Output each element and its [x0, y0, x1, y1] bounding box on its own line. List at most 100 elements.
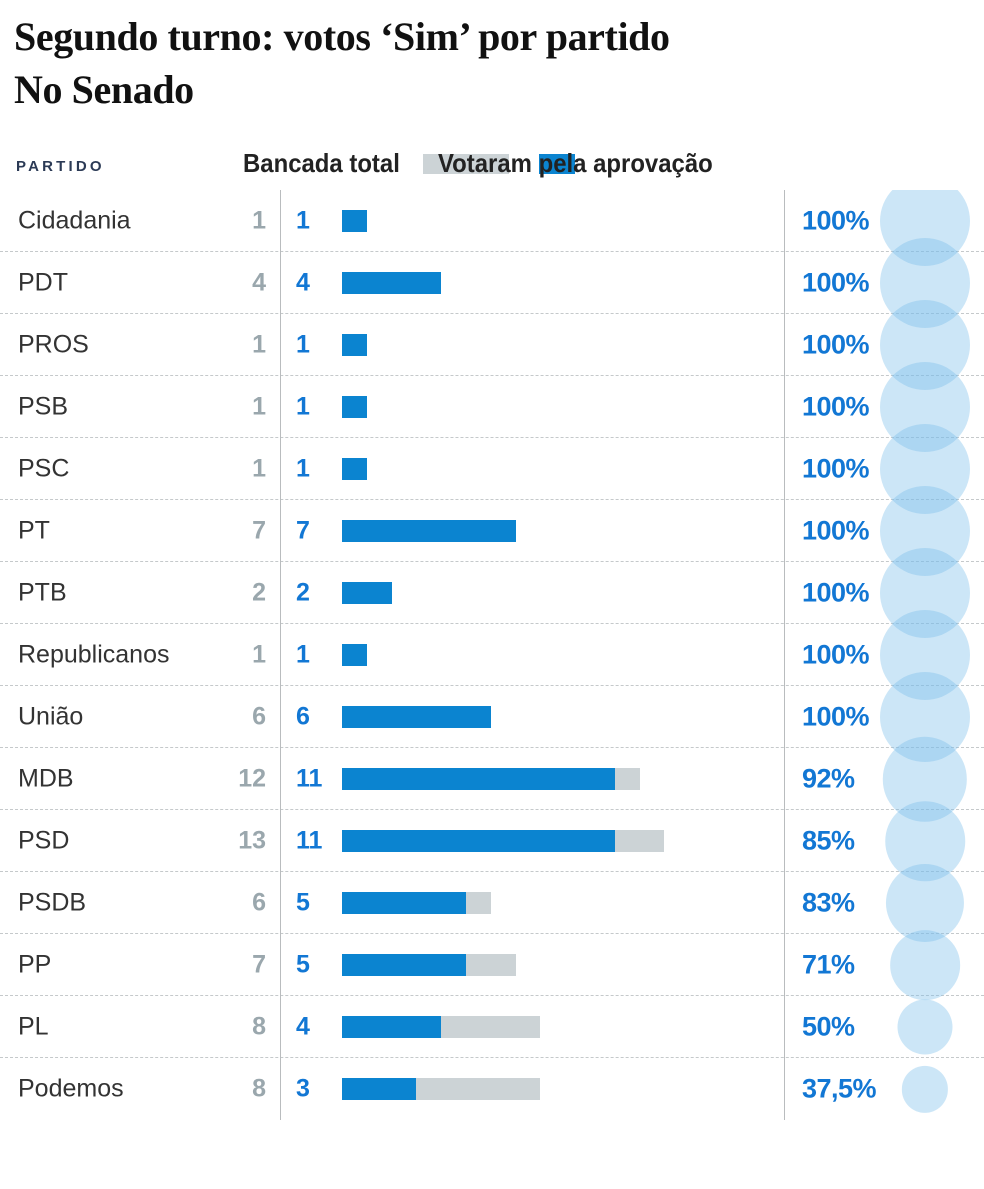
bancada-total-value: 12 — [238, 764, 266, 793]
party-name: PL — [18, 1012, 49, 1041]
bar-votaram-aprovacao — [342, 705, 491, 728]
percent-label: 100% — [802, 267, 870, 298]
party-name: Podemos — [18, 1074, 124, 1103]
percent-bubble — [885, 801, 965, 882]
legend-item-bancada-total: Bancada total — [243, 148, 509, 179]
bancada-total-value: 1 — [252, 330, 266, 359]
party-name: União — [18, 702, 84, 731]
bar-group — [342, 705, 491, 728]
percent-bubble — [890, 930, 960, 1001]
legend-label-votaram-aprovacao: Votaram pela aprovação — [437, 148, 713, 179]
table-row[interactable]: PSDB 6 5 83% — [0, 872, 984, 935]
bancada-total-value: 6 — [252, 888, 266, 917]
votos-sim-value: 11 — [296, 826, 323, 855]
bar-group — [342, 767, 640, 790]
table-row[interactable]: PSB 1 1 100% — [0, 376, 984, 439]
bancada-total-value: 1 — [252, 454, 266, 483]
bar-group — [342, 519, 516, 542]
percent-bubble — [880, 424, 970, 515]
table-row[interactable]: PP 7 5 71% — [0, 934, 984, 997]
percent-bubble — [880, 300, 970, 391]
votos-sim-value: 4 — [296, 1012, 310, 1041]
bar-votaram-aprovacao — [342, 767, 615, 790]
table-row[interactable]: PT 7 7 100% — [0, 500, 984, 563]
table-row[interactable]: PL 8 4 50% — [0, 996, 984, 1059]
percent-bubble — [880, 486, 970, 577]
bar-group — [342, 891, 491, 914]
percent-bubble — [880, 548, 970, 639]
table-row[interactable]: MDB 12 11 92% — [0, 748, 984, 811]
divider-right — [784, 190, 785, 1121]
party-name: PDT — [18, 268, 68, 297]
party-name: PT — [18, 516, 50, 545]
table-row[interactable]: PDT 4 4 100% — [0, 252, 984, 315]
percent-label: 37,5% — [802, 1073, 877, 1104]
party-name: MDB — [18, 764, 74, 793]
party-name: PSC — [18, 454, 70, 483]
percent-bubble — [880, 610, 970, 701]
percent-label: 50% — [802, 1011, 855, 1042]
bancada-total-value: 2 — [252, 578, 266, 607]
party-name: PTB — [18, 578, 67, 607]
votos-sim-value: 1 — [296, 206, 310, 235]
votos-sim-value: 1 — [296, 330, 310, 359]
percent-label: 100% — [802, 577, 870, 608]
title-line-2: No Senado — [14, 67, 194, 113]
percent-label: 100% — [802, 515, 870, 546]
bar-votaram-aprovacao — [342, 1078, 417, 1101]
party-name: PROS — [18, 330, 89, 359]
percent-bubble — [880, 238, 970, 329]
table-row[interactable]: União 6 6 100% — [0, 686, 984, 749]
bancada-total-value: 1 — [252, 206, 266, 235]
bubble-column — [860, 190, 984, 1120]
percent-bubble — [880, 362, 970, 453]
percent-label: 71% — [802, 949, 855, 980]
legend-swatch-blue-icon — [539, 153, 575, 174]
bancada-total-value: 4 — [252, 268, 266, 297]
bar-votaram-aprovacao — [342, 271, 442, 294]
table-row[interactable]: Cidadania 1 1 100% — [0, 190, 984, 253]
bancada-total-value: 8 — [252, 1074, 266, 1103]
bar-votaram-aprovacao — [342, 333, 367, 356]
percent-label: 100% — [802, 639, 870, 670]
percent-bubble — [882, 737, 968, 822]
percent-bubble — [880, 672, 970, 763]
percent-label: 85% — [802, 825, 855, 856]
legend-item-votaram-aprovacao: Votaram pela aprovação — [438, 148, 737, 179]
bar-group — [342, 829, 665, 852]
bar-group — [342, 643, 367, 666]
bar-votaram-aprovacao — [342, 829, 615, 852]
percent-bubble — [880, 190, 970, 267]
bar-votaram-aprovacao — [342, 457, 367, 480]
bar-votaram-aprovacao — [342, 581, 392, 604]
bar-votaram-aprovacao — [342, 395, 367, 418]
bar-group — [342, 395, 367, 418]
percent-label: 100% — [802, 453, 870, 484]
chart-header: PARTIDO Bancada total Votaram pela aprov… — [0, 144, 984, 190]
bar-votaram-aprovacao — [342, 953, 466, 976]
votos-sim-value: 11 — [296, 764, 323, 793]
table-row[interactable]: PROS 1 1 100% — [0, 314, 984, 377]
bancada-total-value: 7 — [252, 950, 266, 979]
table-row[interactable]: PSC 1 1 100% — [0, 438, 984, 501]
table-row[interactable]: PSD 13 11 85% — [0, 810, 984, 873]
party-name: PSD — [18, 826, 70, 855]
table-row[interactable]: PTB 2 2 100% — [0, 562, 984, 625]
votos-sim-value: 5 — [296, 888, 310, 917]
votos-sim-value: 4 — [296, 268, 310, 297]
table-row[interactable]: Republicanos 1 1 100% — [0, 624, 984, 687]
table-row[interactable]: Podemos 8 3 37,5% — [0, 1058, 984, 1120]
bar-group — [342, 1078, 541, 1101]
title-line-1: Segundo turno: votos ‘Sim’ por partido — [14, 14, 670, 59]
votos-sim-value: 3 — [296, 1074, 310, 1103]
bancada-total-value: 1 — [252, 640, 266, 669]
votos-sim-value: 1 — [296, 640, 310, 669]
votos-sim-value: 6 — [296, 702, 310, 731]
legend-swatch-gray-icon — [423, 153, 509, 174]
chart-legend: Bancada total Votaram pela aprovação — [243, 148, 736, 179]
bancada-total-value: 1 — [252, 392, 266, 421]
bar-votaram-aprovacao — [342, 643, 367, 666]
divider-left — [280, 190, 281, 1121]
party-name: PP — [18, 950, 52, 979]
percent-bubble — [885, 864, 965, 943]
